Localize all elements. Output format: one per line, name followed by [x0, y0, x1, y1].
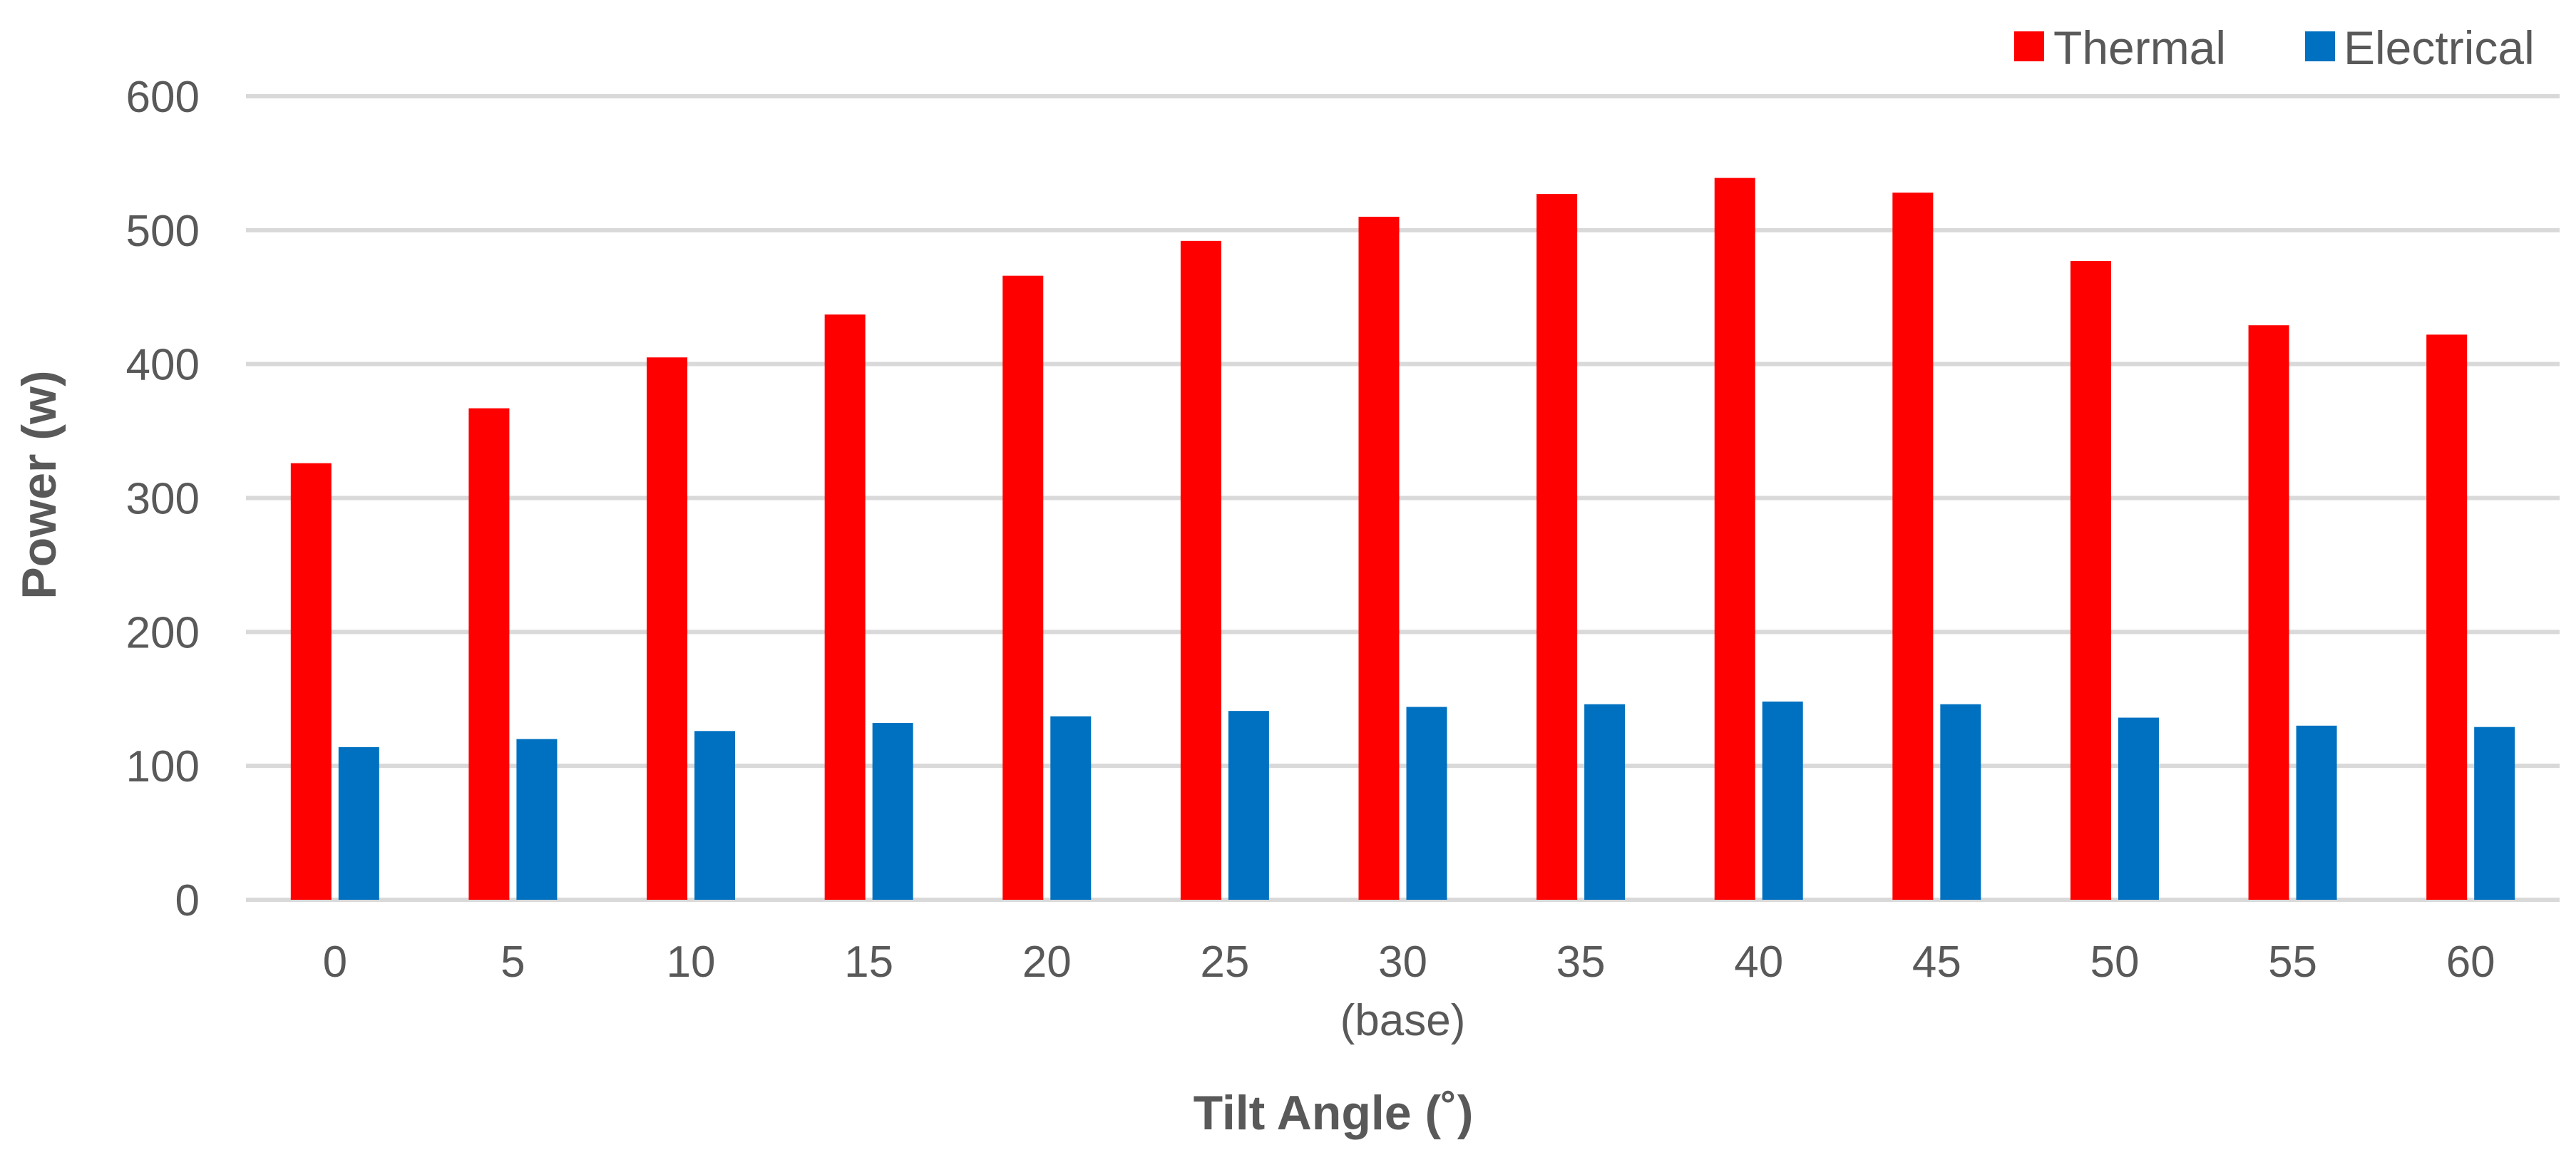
- y-tick-labels: 0 100 200 300 400 500 600: [126, 73, 200, 925]
- bar-electrical-5: [1228, 711, 1269, 900]
- bar-thermal-3: [824, 314, 866, 900]
- bar-thermal-1: [468, 408, 510, 900]
- bar-thermal-8: [1714, 178, 1755, 900]
- bar-thermal-6: [1358, 217, 1400, 900]
- bar-electrical-7: [1584, 704, 1626, 900]
- x-tick-label: 20: [1022, 938, 1072, 987]
- legend-swatch-thermal: [2014, 31, 2044, 61]
- x-tick-label: 50: [2090, 938, 2139, 987]
- bar-electrical-10: [2118, 717, 2159, 900]
- bar-electrical-11: [2296, 725, 2337, 900]
- x-tick-labels: 0 5 10 15 20 25 30 (base) 35 40 45 50 55 60: [323, 938, 2495, 1045]
- legend: Thermal Electrical: [2014, 21, 2535, 74]
- y-tick-label: 400: [126, 341, 200, 390]
- y-tick-label: 600: [126, 73, 200, 122]
- bar-electrical-4: [1050, 716, 1092, 900]
- y-tick-label: 200: [126, 608, 200, 657]
- gridlines: [246, 94, 2560, 902]
- legend-label-thermal: Thermal: [2053, 21, 2226, 74]
- bar-electrical-12: [2474, 727, 2515, 900]
- bar-electrical-6: [1406, 707, 1447, 900]
- bar-electrical-1: [516, 739, 558, 900]
- bar-thermal-2: [647, 357, 688, 900]
- legend-swatch-electrical: [2305, 31, 2335, 61]
- bar-thermal-0: [290, 463, 332, 900]
- x-tick-label: 60: [2446, 938, 2495, 987]
- y-tick-label: 100: [126, 742, 200, 791]
- x-tick-label: 45: [1912, 938, 1961, 987]
- y-tick-label: 500: [126, 207, 200, 256]
- x-tick-label: 30 (base): [1340, 938, 1466, 1045]
- x-tick-label: 55: [2268, 938, 2317, 987]
- x-tick-label: 5: [501, 938, 525, 987]
- bar-electrical-9: [1940, 704, 1981, 900]
- bar-electrical-3: [872, 723, 913, 900]
- x-tick-label: 40: [1734, 938, 1783, 987]
- x-tick-label: 15: [844, 938, 893, 987]
- bar-thermal-12: [2426, 334, 2468, 900]
- bar-thermal-7: [1536, 194, 1578, 900]
- bar-thermal-10: [2070, 261, 2111, 900]
- bar-thermal-4: [1002, 275, 1044, 900]
- x-tick-label: 25: [1200, 938, 1249, 987]
- bar-thermal-9: [1892, 193, 1934, 900]
- bar-thermal-11: [2248, 325, 2289, 900]
- x-tick-label: 10: [667, 938, 716, 987]
- x-tick-label: 0: [323, 938, 347, 987]
- bar-electrical-0: [338, 746, 379, 900]
- x-tick-label: 35: [1556, 938, 1606, 987]
- y-axis-title: Power (w): [12, 370, 66, 599]
- x-axis-title: Tilt Angle (˚): [1194, 1086, 1474, 1140]
- bar-electrical-8: [1762, 702, 1803, 900]
- y-tick-label: 300: [126, 475, 200, 524]
- bar-thermal-5: [1180, 240, 1221, 900]
- y-tick-label: 0: [175, 876, 200, 925]
- legend-label-electrical: Electrical: [2344, 21, 2535, 74]
- bars: [290, 178, 2515, 900]
- bar-electrical-2: [694, 731, 736, 900]
